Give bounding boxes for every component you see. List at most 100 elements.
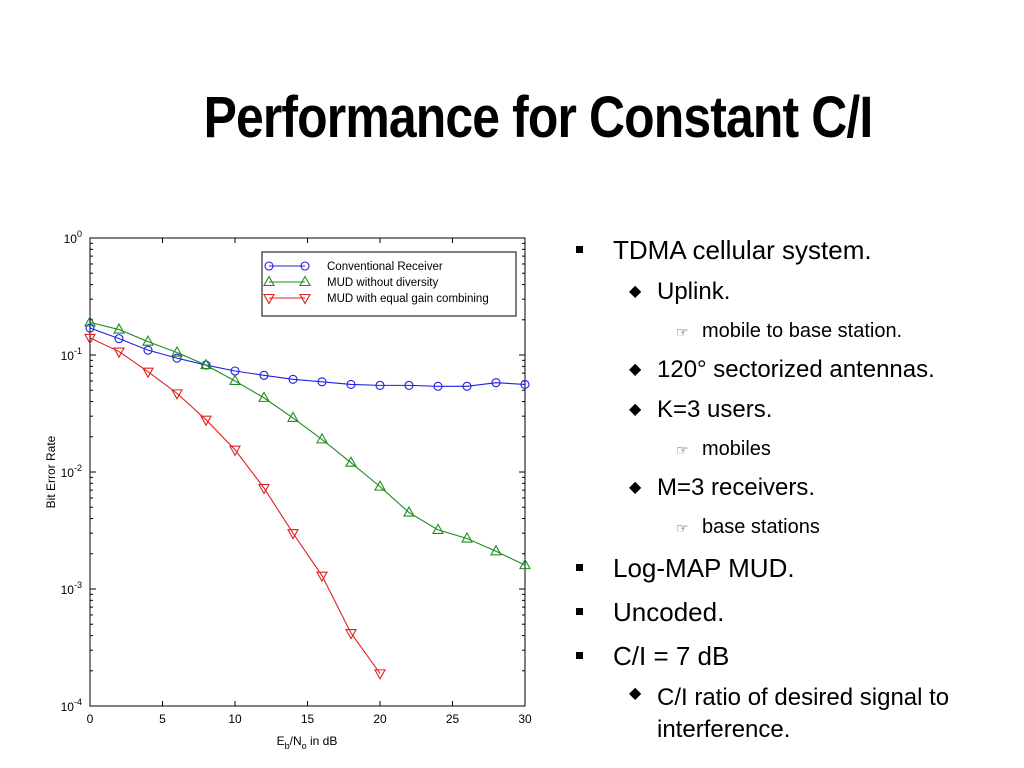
y-tick-exponent: 0 — [77, 229, 82, 239]
circle-marker — [259, 370, 269, 380]
series-triangle-down — [84, 333, 386, 681]
bullet-text: mobile to base station. — [702, 320, 903, 342]
triangle-up-marker — [84, 315, 96, 327]
circle-marker — [288, 374, 298, 384]
triangle-down-marker — [258, 483, 270, 495]
triangle-up-marker — [345, 456, 357, 467]
legend: Conventional Receiver MUD without diversi… — [261, 251, 517, 317]
triangle-up-marker — [200, 358, 212, 370]
triangle-up-marker — [171, 345, 183, 357]
bullet-item-level-2: ◆ Uplink. — [570, 272, 1010, 312]
square-bullet-icon — [576, 246, 583, 253]
circle-marker — [85, 323, 95, 333]
circle-marker — [264, 261, 274, 271]
triangle-up-marker — [299, 275, 311, 287]
triangle-up-marker — [374, 479, 386, 491]
series-line — [89, 327, 526, 387]
triangle-down-marker — [142, 367, 154, 379]
bullet-item-level-1: Log-MAP MUD. — [570, 546, 1010, 590]
diamond-bullet-icon: ◆ — [629, 361, 642, 378]
triangle-up-marker — [461, 531, 473, 543]
bullet-text: 120° sectorized antennas. — [657, 356, 935, 383]
x-tick-label: 25 — [446, 712, 460, 726]
triangle-down-marker — [263, 293, 275, 305]
triangle-up-marker — [432, 523, 444, 534]
circle-marker — [114, 334, 124, 344]
bullet-item-level-2: ◆ M=3 receivers. — [570, 468, 1010, 508]
bullet-text: Uncoded. — [613, 597, 725, 627]
y-tick-exponent: -2 — [74, 463, 82, 473]
triangle-down-marker — [171, 389, 183, 400]
triangle-up-marker — [258, 391, 270, 402]
triangle-down-marker — [316, 571, 328, 583]
x-tick-label: 20 — [373, 712, 387, 726]
triangle-down-marker — [374, 669, 386, 681]
diamond-bullet-icon: ◆ — [629, 283, 642, 300]
bullet-text: mobiles — [702, 438, 771, 460]
circle-marker — [520, 379, 530, 390]
triangle-down-marker — [229, 445, 241, 457]
bullet-item-level-3: ☞ mobile to base station. — [570, 312, 1010, 350]
y-tick-label: 100 — [64, 229, 82, 246]
diamond-bullet-icon: ◆ — [629, 401, 642, 418]
y-tick-base: 10 — [64, 232, 78, 246]
diamond-bullet-icon: ◆ — [629, 685, 642, 702]
x-tick-label: 15 — [301, 712, 315, 726]
y-tick-base: 10 — [61, 583, 75, 597]
diamond-bullet-icon: ◆ — [629, 479, 642, 496]
triangle-down-marker — [84, 333, 96, 345]
bullet-item-level-1: C/I = 7 dB — [570, 634, 1010, 678]
triangle-down-marker — [113, 347, 125, 359]
y-tick-label: 10-4 — [61, 697, 82, 714]
y-tick-label: 10-3 — [61, 580, 82, 597]
y-tick-exponent: -4 — [74, 697, 82, 707]
bullet-text: M=3 receivers. — [657, 474, 816, 501]
circle-marker — [317, 377, 327, 387]
slide-title: Performance for Constant C/I — [203, 85, 874, 150]
bullet-text: Log-MAP MUD. — [613, 553, 795, 583]
circle-marker — [491, 378, 501, 388]
triangle-up-marker — [287, 411, 299, 422]
x-axis: 0 5 10 15 20 25 30 — [87, 238, 532, 726]
x-tick-label: 0 — [87, 712, 94, 726]
legend-box — [261, 251, 517, 317]
triangle-up-marker — [316, 432, 328, 444]
y-tick-base: 10 — [61, 349, 75, 363]
circle-marker — [346, 379, 356, 390]
triangle-down-marker — [200, 415, 212, 427]
bullet-text: C/I = 7 dB — [613, 641, 730, 671]
bullet-text: Uplink. — [657, 278, 731, 305]
x-tick-label: 30 — [518, 712, 532, 726]
series-triangle-up — [84, 315, 531, 570]
triangle-down-marker — [299, 293, 311, 305]
bullet-item-level-2: ◆ 120° sectorized antennas. — [570, 350, 1010, 390]
square-bullet-icon — [576, 608, 583, 615]
y-tick-exponent: -3 — [74, 580, 82, 590]
square-bullet-icon — [576, 564, 583, 571]
bullet-item-level-2: ◆ C/I ratio of desired signal to interfer… — [570, 678, 1010, 746]
legend-label: Conventional Receiver — [327, 261, 443, 273]
bullet-text: base stations — [702, 516, 820, 538]
legend-label: MUD without diversity — [327, 277, 438, 289]
triangle-up-marker — [113, 322, 125, 334]
x-axis-label: Eb/No in dB — [277, 734, 338, 751]
legend-label: MUD with equal gain combining — [327, 293, 489, 305]
bullet-text: K=3 users. — [657, 396, 773, 423]
bullet-item-level-3: ☞ mobiles — [570, 430, 1010, 468]
bullet-text: C/I ratio of desired signal to interfere… — [657, 684, 950, 743]
series-line — [89, 337, 381, 674]
pointing-hand-bullet-icon: ☞ — [676, 442, 689, 458]
x-tick-label: 10 — [228, 712, 242, 726]
triangle-up-marker — [142, 335, 154, 346]
bullet-item-level-1: TDMA cellular system. — [570, 228, 1010, 272]
circle-marker — [172, 353, 182, 363]
circle-marker — [375, 380, 385, 390]
y-tick-base: 10 — [61, 466, 75, 480]
y-tick-label: 10-2 — [61, 463, 82, 480]
triangle-up-marker — [403, 505, 415, 517]
y-tick-label: 10-1 — [61, 346, 82, 363]
circle-marker — [143, 345, 153, 355]
bullet-list: TDMA cellular system. ◆ Uplink. ☞ mobile to … — [570, 228, 1010, 746]
bullet-item-level-2: ◆ K=3 users. — [570, 390, 1010, 430]
